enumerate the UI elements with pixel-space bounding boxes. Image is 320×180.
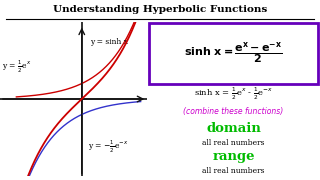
Text: y = $\frac{1}{2}$e$^x$: y = $\frac{1}{2}$e$^x$ (2, 58, 31, 75)
Text: $\mathbf{sinh\ x = \dfrac{e^x - e^{-x}}{2}}$: $\mathbf{sinh\ x = \dfrac{e^x - e^{-x}}{… (184, 41, 283, 66)
Text: (combine these functions): (combine these functions) (183, 107, 284, 116)
Text: Understanding Hyperbolic Functions: Understanding Hyperbolic Functions (53, 4, 267, 14)
Text: all real numbers: all real numbers (202, 166, 265, 175)
Text: domain: domain (206, 122, 261, 135)
Text: all real numbers: all real numbers (202, 139, 265, 147)
Text: y = sinh x: y = sinh x (90, 38, 128, 46)
Text: sinh x = $\frac{1}{2}$e$^x$ - $\frac{1}{2}$e$^{-x}$: sinh x = $\frac{1}{2}$e$^x$ - $\frac{1}{… (194, 85, 273, 102)
FancyBboxPatch shape (149, 23, 318, 84)
Text: y = $-\frac{1}{2}$e$^{-x}$: y = $-\frac{1}{2}$e$^{-x}$ (88, 139, 128, 155)
Text: range: range (212, 150, 255, 163)
